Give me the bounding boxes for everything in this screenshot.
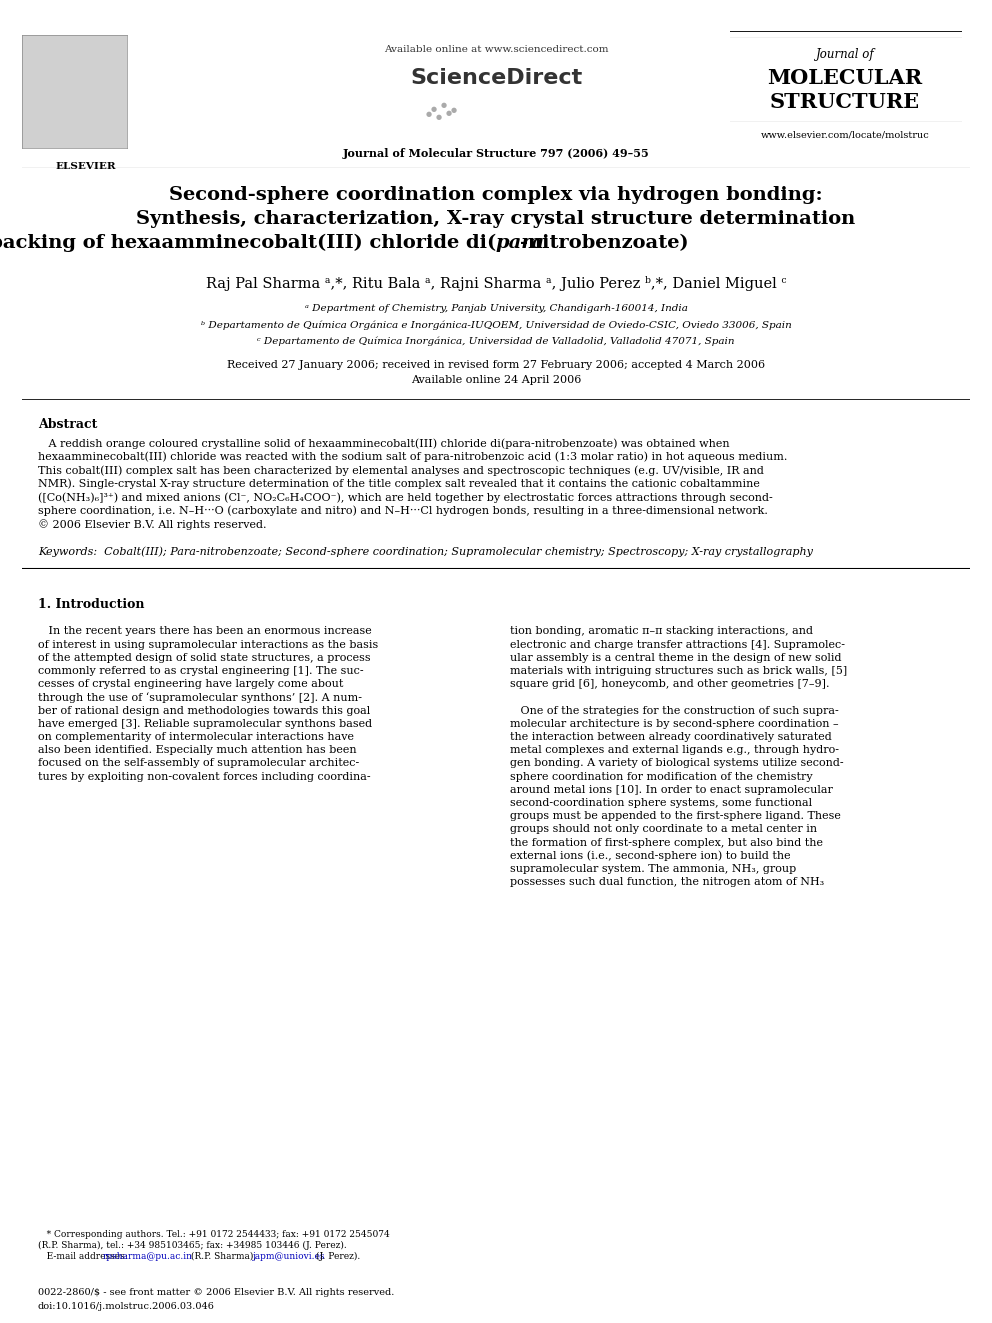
Text: ᶜ Departamento de Química Inorgánica, Universidad de Valladolid, Valladolid 4707: ᶜ Departamento de Química Inorgánica, Un…: [257, 336, 735, 345]
Text: commonly referred to as crystal engineering [1]. The suc-: commonly referred to as crystal engineer…: [38, 665, 364, 676]
Text: also been identified. Especially much attention has been: also been identified. Especially much at…: [38, 745, 357, 755]
Text: of the attempted design of solid state structures, a process: of the attempted design of solid state s…: [38, 652, 371, 663]
Text: A reddish orange coloured crystalline solid of hexaamminecobalt(III) chloride di: A reddish orange coloured crystalline so…: [38, 438, 730, 448]
Text: tion bonding, aromatic π–π stacking interactions, and: tion bonding, aromatic π–π stacking inte…: [510, 627, 813, 636]
Text: supramolecular system. The ammonia, NH₃, group: supramolecular system. The ammonia, NH₃,…: [510, 864, 797, 875]
Text: Journal of Molecular Structure 797 (2006) 49–55: Journal of Molecular Structure 797 (2006…: [342, 148, 650, 159]
Text: E-mail addresses:: E-mail addresses:: [38, 1252, 131, 1261]
Text: sphere coordination for modification of the chemistry: sphere coordination for modification of …: [510, 771, 812, 782]
Text: ●: ●: [451, 107, 457, 112]
Text: molecular architecture is by second-sphere coordination –: molecular architecture is by second-sphe…: [510, 718, 838, 729]
Text: Synthesis, characterization, X-ray crystal structure determination: Synthesis, characterization, X-ray cryst…: [136, 210, 856, 228]
Text: Keywords:  Cobalt(III); Para-nitrobenzoate; Second-sphere coordination; Supramol: Keywords: Cobalt(III); Para-nitrobenzoat…: [38, 546, 812, 557]
Text: Available online 24 April 2006: Available online 24 April 2006: [411, 374, 581, 385]
Text: on complementarity of intermolecular interactions have: on complementarity of intermolecular int…: [38, 732, 354, 742]
Text: STRUCTURE: STRUCTURE: [770, 93, 920, 112]
Text: para: para: [496, 234, 546, 251]
Text: ᵇ Departamento de Química Orgánica e Inorgánica-IUQOEM, Universidad de Oviedo-CS: ᵇ Departamento de Química Orgánica e Ino…: [200, 320, 792, 329]
Text: metal complexes and external ligands e.g., through hydro-: metal complexes and external ligands e.g…: [510, 745, 839, 755]
Text: groups must be appended to the first-sphere ligand. These: groups must be appended to the first-sph…: [510, 811, 841, 822]
Text: ●: ●: [446, 110, 452, 116]
Text: doi:10.1016/j.molstruc.2006.03.046: doi:10.1016/j.molstruc.2006.03.046: [38, 1302, 215, 1311]
Text: (R.P. Sharma), tel.: +34 985103465; fax: +34985 103446 (J. Perez).: (R.P. Sharma), tel.: +34 985103465; fax:…: [38, 1241, 347, 1250]
Text: sphere coordination, i.e. N–H···O (carboxylate and nitro) and N–H···Cl hydrogen : sphere coordination, i.e. N–H···O (carbo…: [38, 505, 768, 516]
Text: have emerged [3]. Reliable supramolecular synthons based: have emerged [3]. Reliable supramolecula…: [38, 718, 372, 729]
Text: electronic and charge transfer attractions [4]. Supramolec-: electronic and charge transfer attractio…: [510, 640, 845, 650]
Text: * Corresponding authors. Tel.: +91 0172 2544433; fax: +91 0172 2545074: * Corresponding authors. Tel.: +91 0172 …: [38, 1230, 390, 1240]
Text: ●: ●: [431, 106, 437, 112]
Text: One of the strategies for the construction of such supra-: One of the strategies for the constructi…: [510, 705, 839, 716]
Text: Received 27 January 2006; received in revised form 27 February 2006; accepted 4 : Received 27 January 2006; received in re…: [227, 360, 765, 370]
Text: In the recent years there has been an enormous increase: In the recent years there has been an en…: [38, 627, 372, 636]
Text: the formation of first-sphere complex, but also bind the: the formation of first-sphere complex, b…: [510, 837, 823, 848]
Text: possesses such dual function, the nitrogen atom of NH₃: possesses such dual function, the nitrog…: [510, 877, 824, 888]
Text: This cobalt(III) complex salt has been characterized by elemental analyses and s: This cobalt(III) complex salt has been c…: [38, 464, 764, 475]
Text: -nitrobenzoate): -nitrobenzoate): [520, 234, 688, 251]
Text: © 2006 Elsevier B.V. All rights reserved.: © 2006 Elsevier B.V. All rights reserved…: [38, 519, 267, 529]
Text: ScienceDirect: ScienceDirect: [410, 67, 582, 89]
Text: ular assembly is a central theme in the design of new solid: ular assembly is a central theme in the …: [510, 652, 841, 663]
Text: groups should not only coordinate to a metal center in: groups should not only coordinate to a m…: [510, 824, 817, 835]
Text: 0022-2860/$ - see front matter © 2006 Elsevier B.V. All rights reserved.: 0022-2860/$ - see front matter © 2006 El…: [38, 1289, 395, 1297]
Text: around metal ions [10]. In order to enact supramolecular: around metal ions [10]. In order to enac…: [510, 785, 833, 795]
Text: external ions (i.e., second-sphere ion) to build the: external ions (i.e., second-sphere ion) …: [510, 851, 791, 861]
Text: MOLECULAR: MOLECULAR: [768, 67, 923, 89]
Text: cesses of crystal engineering have largely come about: cesses of crystal engineering have large…: [38, 679, 343, 689]
Text: ●: ●: [435, 114, 442, 119]
Text: focused on the self-assembly of supramolecular architec-: focused on the self-assembly of supramol…: [38, 758, 359, 769]
Text: Abstract: Abstract: [38, 418, 97, 431]
Text: (J. Perez).: (J. Perez).: [313, 1252, 360, 1261]
Text: and packing of hexaamminecobalt(III) chloride di(: and packing of hexaamminecobalt(III) chl…: [0, 234, 496, 253]
Text: ●: ●: [426, 111, 433, 116]
Text: the interaction between already coordinatively saturated: the interaction between already coordina…: [510, 732, 831, 742]
Text: gen bonding. A variety of biological systems utilize second-: gen bonding. A variety of biological sys…: [510, 758, 843, 769]
Text: www.elsevier.com/locate/molstruc: www.elsevier.com/locate/molstruc: [761, 130, 930, 139]
Text: japm@uniovi.es: japm@uniovi.es: [253, 1252, 325, 1261]
Text: Second-sphere coordination complex via hydrogen bonding:: Second-sphere coordination complex via h…: [170, 187, 822, 204]
Text: Raj Pal Sharma ᵃ,*, Ritu Bala ᵃ, Rajni Sharma ᵃ, Julio Perez ᵇ,*, Daniel Miguel : Raj Pal Sharma ᵃ,*, Ritu Bala ᵃ, Rajni S…: [205, 277, 787, 291]
Text: ([Co(NH₃)₆]³⁺) and mixed anions (Cl⁻, NO₂C₆H₄COO⁻), which are held together by e: ([Co(NH₃)₆]³⁺) and mixed anions (Cl⁻, NO…: [38, 492, 773, 503]
Text: (R.P. Sharma),: (R.P. Sharma),: [188, 1252, 259, 1261]
Text: tures by exploiting non-covalent forces including coordina-: tures by exploiting non-covalent forces …: [38, 771, 371, 782]
Text: of interest in using supramolecular interactions as the basis: of interest in using supramolecular inte…: [38, 640, 378, 650]
Text: second-coordination sphere systems, some functional: second-coordination sphere systems, some…: [510, 798, 812, 808]
Text: materials with intriguing structures such as brick walls, [5]: materials with intriguing structures suc…: [510, 665, 847, 676]
Text: ●: ●: [440, 102, 447, 108]
Text: ᵃ Department of Chemistry, Panjab University, Chandigarh-160014, India: ᵃ Department of Chemistry, Panjab Univer…: [305, 304, 687, 314]
Text: 1. Introduction: 1. Introduction: [38, 598, 145, 611]
Text: through the use of ‘supramolecular synthons’ [2]. A num-: through the use of ‘supramolecular synth…: [38, 692, 362, 704]
Text: ber of rational design and methodologies towards this goal: ber of rational design and methodologies…: [38, 705, 370, 716]
Text: hexaamminecobalt(III) chloride was reacted with the sodium salt of para-nitroben: hexaamminecobalt(III) chloride was react…: [38, 451, 788, 462]
Text: Journal of: Journal of: [815, 48, 874, 61]
Text: Available online at www.sciencedirect.com: Available online at www.sciencedirect.co…: [384, 45, 608, 54]
Text: ELSEVIER: ELSEVIER: [55, 161, 116, 171]
Text: NMR). Single-crystal X-ray structure determination of the title complex salt rev: NMR). Single-crystal X-ray structure det…: [38, 479, 760, 490]
Text: square grid [6], honeycomb, and other geometries [7–9].: square grid [6], honeycomb, and other ge…: [510, 679, 829, 689]
Text: rpsharma@pu.ac.in: rpsharma@pu.ac.in: [103, 1252, 193, 1261]
